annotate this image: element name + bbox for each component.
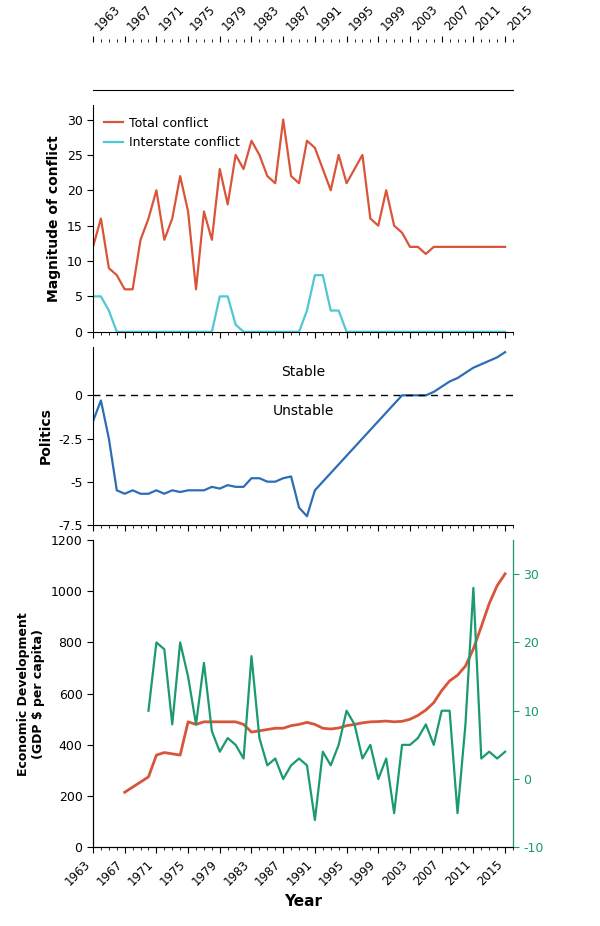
Text: Unstable: Unstable [272, 404, 334, 418]
Legend: Total conflict, Interstate conflict: Total conflict, Interstate conflict [99, 112, 245, 154]
Interstate conflict [208, 326, 215, 337]
Total conflict [343, 178, 350, 189]
Interstate conflict [502, 326, 509, 337]
Interstate conflict [367, 326, 374, 337]
Interstate conflict [343, 326, 350, 337]
Y-axis label: Magnitude of conflict: Magnitude of conflict [47, 135, 61, 302]
Interstate conflict [374, 326, 382, 337]
Interstate conflict [311, 269, 319, 281]
Line: Total conflict: Total conflict [93, 119, 505, 289]
Interstate conflict [351, 326, 358, 337]
Total conflict [280, 114, 287, 125]
Total conflict [208, 234, 215, 245]
Total conflict [89, 242, 97, 253]
Total conflict [367, 213, 374, 224]
Y-axis label: Economic Development
(GDP $ per capita): Economic Development (GDP $ per capita) [17, 612, 45, 776]
Interstate conflict [89, 291, 97, 302]
Interstate conflict [422, 326, 430, 337]
Total conflict [374, 220, 382, 232]
Total conflict [121, 283, 128, 294]
Line: Interstate conflict: Interstate conflict [93, 275, 505, 332]
X-axis label: Year: Year [284, 0, 322, 3]
Total conflict [502, 242, 509, 253]
Interstate conflict [113, 326, 121, 337]
X-axis label: Year: Year [284, 894, 322, 908]
Total conflict [422, 248, 430, 259]
Y-axis label: Politics: Politics [38, 407, 53, 464]
Text: Stable: Stable [281, 365, 325, 379]
Total conflict [351, 164, 358, 175]
